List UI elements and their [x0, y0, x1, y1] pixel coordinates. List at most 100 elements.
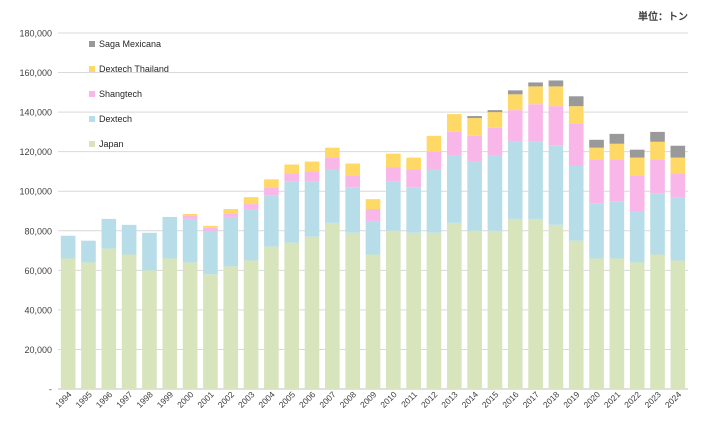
x-tick-label: 2012 [419, 389, 440, 410]
legend-swatch [89, 116, 95, 122]
bar-segment-japan [507, 218, 523, 389]
bar-segment-japan [386, 230, 401, 389]
bar-segment-dextech-thailand [182, 213, 198, 216]
bar-segment-dextech [386, 181, 401, 231]
bar-segment-dextech-thailand [304, 161, 320, 172]
bar-segment-shangtech [670, 173, 686, 198]
unit-label: 単位：トン [638, 12, 688, 23]
bar-segment-dextech [446, 155, 462, 223]
legend-label: Saga Mexicana [99, 39, 161, 49]
bar-segment-dextech [406, 187, 421, 233]
bar-segment-japan [589, 258, 604, 389]
y-tick-label: 160,000 [19, 68, 52, 78]
bar-segment-saga-mexicana [467, 116, 482, 119]
bar-segment-japan [101, 248, 117, 389]
bar-segment-dextech-thailand [264, 179, 279, 188]
bar-segment-japan [142, 270, 157, 389]
legend-label: Dextech [99, 114, 132, 124]
x-tick-label: 1997 [114, 389, 135, 410]
x-tick-label: 2020 [582, 389, 603, 410]
bar-segment-shangtech [406, 169, 421, 188]
bar-segment-dextech [101, 218, 117, 249]
bar-segment-japan [467, 230, 482, 389]
bar-segment-shangtech [284, 173, 300, 182]
y-tick-label: 40,000 [24, 305, 52, 315]
bar-segment-japan [223, 266, 239, 389]
x-tick-label: 1994 [53, 389, 74, 410]
bar-segment-shangtech [467, 135, 482, 162]
bar-segment-japan [81, 262, 96, 389]
bar-segment-dextech-thailand [568, 106, 584, 124]
y-tick-label: 20,000 [24, 345, 52, 355]
bar-segment-dextech-thailand [670, 157, 686, 174]
bar-segment-shangtech [365, 209, 381, 221]
bar-segment-dextech [528, 141, 543, 219]
y-tick-label: 120,000 [19, 147, 52, 157]
bar-segment-dextech [609, 201, 625, 259]
bar-segment-japan [121, 254, 137, 389]
bar-segment-dextech [60, 235, 76, 259]
bar-segment-japan [426, 232, 442, 389]
bar-segment-japan [650, 254, 665, 389]
bar-segment-dextech-thailand [650, 141, 665, 160]
legend-swatch [89, 141, 95, 147]
bar-segment-dextech-thailand [507, 94, 523, 111]
bar-segment-japan [568, 240, 584, 389]
bar-segment-dextech-thailand [528, 86, 543, 105]
bar-segment-japan [203, 274, 218, 389]
legend-label: Japan [99, 139, 124, 149]
bar-segment-dextech [81, 240, 96, 263]
bar-segment-dextech [284, 181, 300, 243]
bar-segment-dextech [487, 155, 503, 231]
x-tick-label: 2023 [642, 389, 663, 410]
bar-segment-shangtech [568, 123, 584, 166]
bar-segment-japan [264, 246, 279, 389]
bar-segment-dextech-thailand [426, 135, 442, 152]
x-tick-label: 2018 [541, 389, 562, 410]
x-tick-label: 2013 [439, 389, 460, 410]
x-tick-label: 2000 [175, 389, 196, 410]
bar-segment-dextech [568, 165, 584, 241]
bar-segment-shangtech [589, 159, 604, 204]
x-tick-label: 2008 [338, 389, 359, 410]
bar-segment-dextech [426, 169, 442, 233]
bar-segment-dextech-thailand [325, 147, 340, 158]
y-tick-label: 180,000 [19, 29, 52, 39]
x-tick-label: 2009 [358, 389, 379, 410]
x-tick-label: 2004 [256, 389, 277, 410]
x-tick-label: 2001 [195, 389, 216, 410]
bar-segment-dextech-thailand [589, 147, 604, 160]
bar-segment-dextech [670, 197, 686, 261]
legend-swatch [89, 91, 95, 97]
bar-segment-shangtech [507, 110, 523, 142]
x-tick-label: 2016 [500, 389, 521, 410]
legend-label: Dextech Thailand [99, 64, 169, 74]
bar-segment-japan [162, 258, 178, 389]
bar-segment-saga-mexicana [629, 149, 645, 158]
bar-segment-dextech [467, 161, 482, 231]
x-tick-label: 1998 [134, 389, 155, 410]
bar-segment-dextech [142, 232, 157, 271]
bar-segment-japan [243, 260, 259, 389]
bar-segment-dextech [325, 169, 340, 223]
legend-swatch [89, 41, 95, 47]
bar-segment-dextech-thailand [365, 199, 381, 210]
bar-segment-dextech [223, 216, 239, 267]
bar-segment-shangtech [304, 171, 320, 182]
bar-segment-japan [446, 222, 462, 389]
bar-segment-shangtech [487, 127, 503, 156]
bar-segment-dextech [203, 230, 218, 275]
bar-segment-japan [406, 232, 421, 389]
bar-segment-dextech-thailand [487, 112, 503, 128]
y-tick-label: 100,000 [19, 187, 52, 197]
legend-label: Shangtech [99, 89, 142, 99]
bar-segment-japan [528, 218, 543, 389]
bar-segment-dextech-thailand [243, 197, 259, 205]
bar-segment-dextech [507, 141, 523, 219]
bar-segment-shangtech [548, 106, 564, 146]
bar-segment-shangtech [446, 131, 462, 156]
bar-segment-dextech-thailand [386, 153, 401, 168]
bar-segment-dextech [650, 193, 665, 255]
x-tick-label: 2021 [602, 389, 623, 410]
bar-segment-japan [609, 258, 625, 389]
